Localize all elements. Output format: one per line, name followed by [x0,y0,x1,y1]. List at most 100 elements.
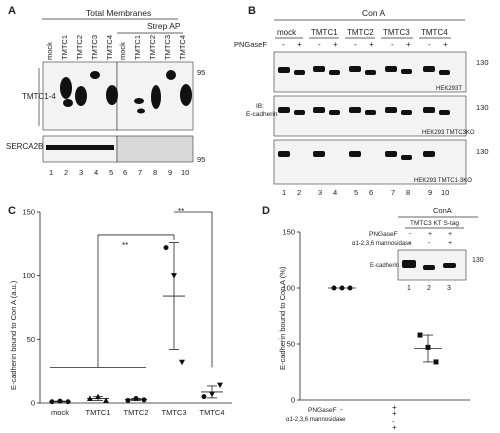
chart-d-ylabel: E-cadherin bound to Con A (%) [278,266,287,370]
y-tick-label: 0 [291,396,295,405]
lane-b-tmtc1: TMTC1 [311,28,338,37]
data-point [57,398,63,404]
x-tick-label: TMTC1 [86,408,111,417]
data-point [141,397,147,403]
sign-b: + [297,40,302,49]
band [313,66,325,72]
data-point [87,395,93,402]
bottom-sign: + [392,409,397,418]
band [106,85,118,105]
data-point [163,245,169,251]
band [46,145,114,150]
band [423,66,435,72]
band [385,66,397,72]
lane-a-3: TMTC2 [75,35,84,60]
panel-d-letter: D [262,205,270,217]
inset-lane-number: 3 [447,285,451,292]
ib-label: IB: [256,103,264,110]
band [137,108,145,114]
cell-line-1: HEK293T [436,86,462,92]
significance-c-1: ** [122,241,128,250]
band [423,107,435,113]
inset-blot-label: E-cadherin [370,263,399,269]
chart-c: 0 50 100 150 mock TMTC1 TMTC2 TMTC3 TMTC4 [22,208,232,417]
sign-b: + [333,40,338,49]
chart-c-ylabel: E-cadherin bound to Con A (a.u.) [9,280,18,390]
lane-number: 3 [318,188,322,197]
inset-sign: - [428,240,431,247]
lane-a-6: mock [118,42,127,60]
cell-line-2: HEK293 TMTC3KO [422,130,475,136]
lane-b-tmtc4: TMTC4 [421,28,448,37]
sign-b: - [354,40,357,49]
lane-number: 9 [168,168,172,177]
panel-c-letter: C [8,205,16,217]
lane-number: 10 [441,188,449,197]
x-tick-label: TMTC3 [162,408,187,417]
lane-number: 4 [94,168,98,177]
panel-b: B Con A mock TMTC1 TMTC2 TMTC3 TMTC4 PNG… [234,5,489,197]
lane-number: 9 [428,188,432,197]
band [278,107,290,113]
y-tick-label: 100 [22,271,35,280]
row-label-serca: SERCA2B [6,142,43,151]
band [134,98,144,104]
lane-a-7: TMTC1 [133,35,142,60]
band [365,70,376,75]
band [166,70,176,80]
data-point [65,399,71,405]
data-point [425,344,431,350]
band [278,151,290,157]
marker-b-2: 130 [476,103,489,112]
band [439,70,450,75]
band [180,84,192,106]
band [294,70,305,75]
band [439,110,450,115]
panel-d: D E-cadherin bound to Con A (%) 0 50 100 15… [262,205,484,432]
sign-b: + [443,40,448,49]
lane-number: 8 [406,188,410,197]
band [423,151,435,157]
data-point [179,359,185,366]
sign-b: - [428,40,431,49]
chart-d: 0 50 100 150 [282,228,470,405]
lane-number: 2 [64,168,68,177]
cell-line-3: HEK293 TMTC1-3KO [414,178,472,184]
sign-b: - [318,40,321,49]
data-point [339,285,345,291]
inset-subheader: TMTC3 KT S-tag [410,220,459,227]
blot-b-row-3 [273,139,467,185]
band [402,260,416,268]
y-tick-label: 0 [31,399,35,408]
inset-sign: + [448,231,452,238]
band [313,107,325,113]
panel-a-letter: A [8,5,16,17]
data-point [217,382,223,389]
band [90,71,100,79]
blot-b-row-2 [273,95,467,137]
bottom-row1-label: PNGaseF [308,407,337,414]
data-point [133,396,139,402]
lane-number: 7 [391,188,395,197]
x-tick-label: TMTC2 [124,408,149,417]
data-point [95,393,101,400]
inset-row2-label: α1-2,3,6 mannosidase [352,241,412,247]
band [294,110,305,115]
lane-number: 10 [181,168,189,177]
panel-c: C E-cadherin bound to Con A (a.u.) 0 50 10… [8,205,232,417]
lane-a-2: TMTC1 [60,35,69,60]
inset-lane-number: 2 [427,285,431,292]
band [443,263,456,268]
y-tick-label: 50 [27,335,35,344]
band [401,110,412,115]
data-point [103,397,109,403]
sign-b: + [406,40,411,49]
marker-b-1: 130 [476,58,489,67]
y-tick-label: 50 [287,340,295,349]
inset-blot: ConA TMTC3 KT S-tag PNGaseF α1-2,3,6 man… [352,206,484,292]
lane-a-1: mock [45,42,54,60]
lane-number: 2 [297,188,301,197]
bottom-sign: - [340,415,343,424]
data-point [331,285,337,291]
data-point [347,285,353,291]
